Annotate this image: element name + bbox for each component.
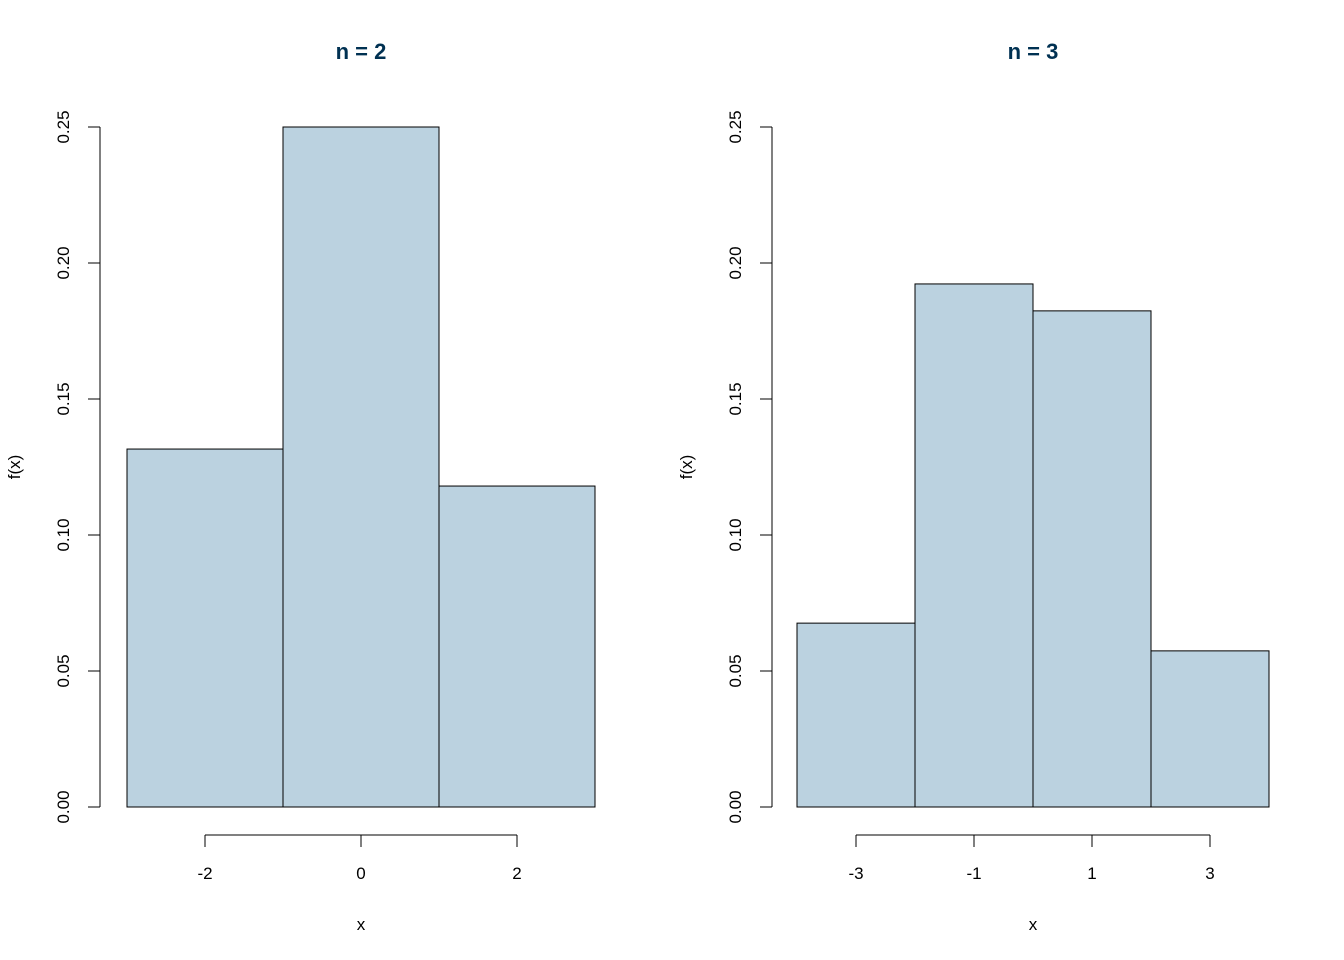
y-tick-label: 0.15 (54, 382, 73, 415)
histogram-bar (1032, 310, 1152, 808)
chart-title: n = 2 (336, 39, 387, 64)
histogram-bar (796, 622, 916, 808)
y-tick-label: 0.15 (726, 382, 745, 415)
x-axis-label: x (357, 915, 366, 934)
histogram-bar (914, 283, 1034, 808)
y-tick-label: 0.05 (54, 654, 73, 687)
y-axis-label: f(x) (5, 455, 24, 480)
x-tick-label: -1 (966, 864, 981, 883)
histogram-bar (282, 126, 440, 808)
y-axis-label: f(x) (677, 455, 696, 480)
y-tick-label: 0.25 (54, 110, 73, 143)
histogram-bar (126, 448, 284, 808)
y-tick-label: 0.20 (54, 246, 73, 279)
x-axis-label: x (1029, 915, 1038, 934)
histogram-panel-1: n = 2 0.00 0.05 0.10 0.15 0.20 0.25 f(x) -2 0 2 x (5, 39, 596, 934)
x-tick-label: 1 (1087, 864, 1096, 883)
y-tick-label: 0.25 (726, 110, 745, 143)
y-tick-label: 0.05 (726, 654, 745, 687)
y-tick-label: 0.20 (726, 246, 745, 279)
x-tick-label: -3 (848, 864, 863, 883)
histogram-bar (438, 485, 596, 808)
y-tick-label: 0.00 (726, 790, 745, 823)
x-tick-label: 2 (512, 864, 521, 883)
x-tick-label: 0 (356, 864, 365, 883)
y-tick-label: 0.10 (54, 518, 73, 551)
x-tick-label: 3 (1205, 864, 1214, 883)
x-tick-label: -2 (197, 864, 212, 883)
y-tick-label: 0.00 (54, 790, 73, 823)
chart-title: n = 3 (1008, 39, 1059, 64)
y-tick-label: 0.10 (726, 518, 745, 551)
histogram-panel-2: n = 3 0.00 0.05 0.10 0.15 0.20 0.25 f(x) -3 -1 1 3 x (677, 39, 1270, 934)
histogram-bar (1150, 650, 1270, 808)
